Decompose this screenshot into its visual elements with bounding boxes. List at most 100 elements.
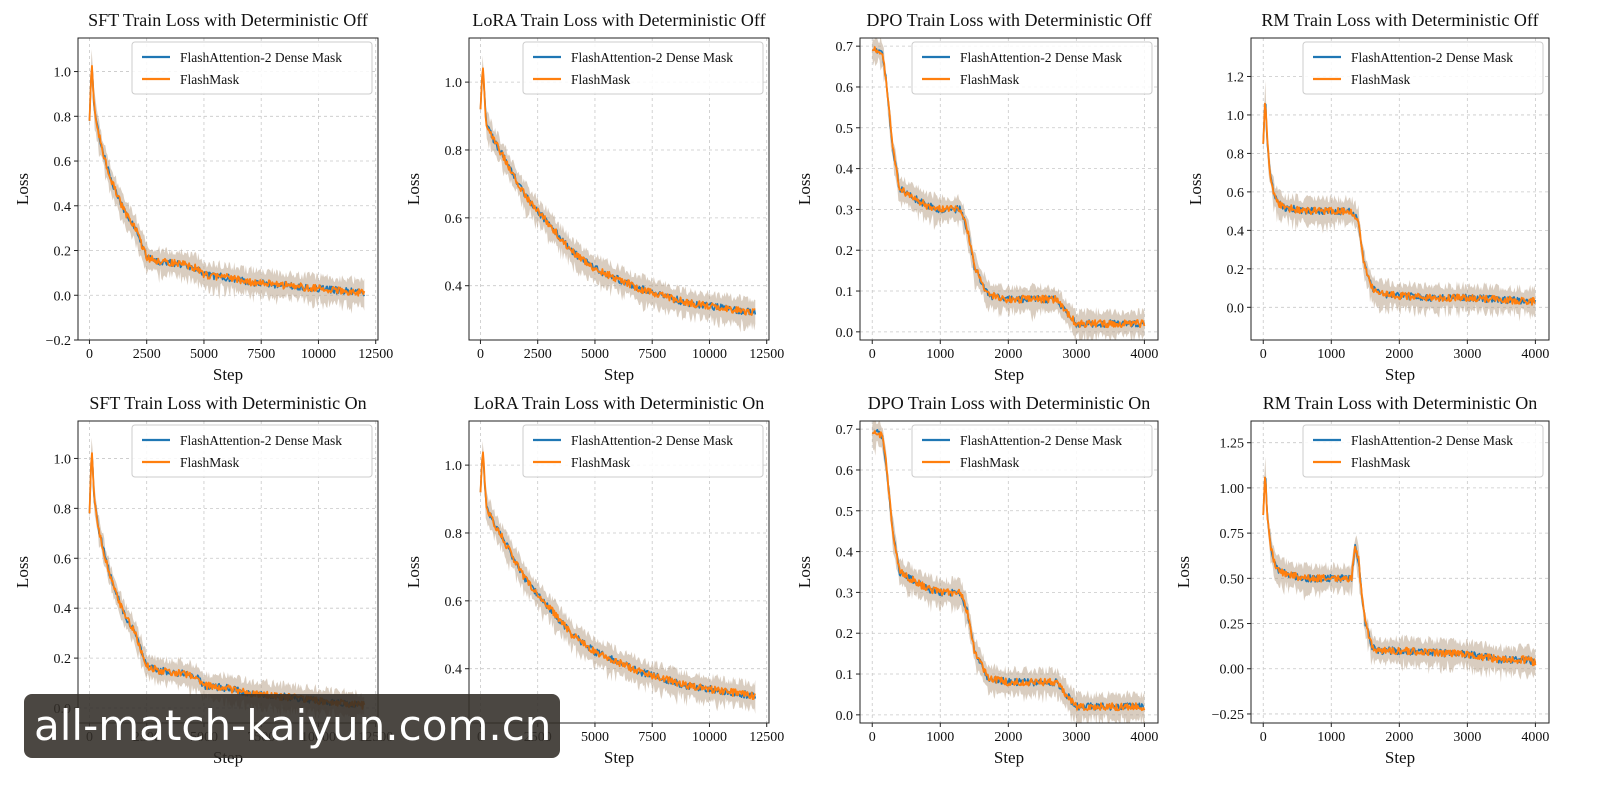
chart-title: SFT Train Loss with Deterministic Off	[88, 10, 368, 30]
legend-box	[1302, 424, 1544, 478]
x-axis-label: Step	[1385, 748, 1415, 767]
y-axis-label: Loss	[13, 173, 32, 205]
chart-panel-1: 0 2500 5000 7500 10000 12500 −0.2 0.0 0.2 0.4 0.6 0…	[13, 10, 393, 384]
y-axis-label: Loss	[795, 556, 814, 588]
chart-title: RM Train Loss with Deterministic On	[1263, 393, 1538, 413]
axes-frame	[77, 37, 379, 341]
x-tick-label: 4000	[1130, 347, 1158, 362]
plot-area	[479, 441, 757, 714]
x-tick-label: 1000	[1317, 347, 1345, 362]
legend-label: FlashMask	[571, 72, 631, 87]
y-tick-label: 0.6	[445, 595, 463, 610]
legend-box	[522, 424, 764, 478]
axes-frame	[468, 420, 770, 724]
chart-title: DPO Train Loss with Deterministic Off	[866, 10, 1151, 30]
y-axis-label: Loss	[1174, 556, 1193, 588]
y-tick-label: 0.4	[445, 280, 463, 295]
y-tick-label: 1.0	[445, 76, 463, 91]
x-tick-label: 5000	[581, 347, 609, 362]
plot-area	[1262, 457, 1537, 683]
y-tick-label: 0.2	[54, 245, 72, 260]
x-tick-label: 4000	[1521, 730, 1549, 745]
chart-title: SFT Train Loss with Deterministic On	[89, 393, 366, 413]
y-tick-label: 0.7	[836, 40, 854, 55]
x-tick-label: 7500	[638, 730, 666, 745]
y-tick-label: 0.1	[836, 285, 854, 300]
y-tick-label: 0.4	[445, 663, 463, 678]
y-tick-label: 0.8	[54, 110, 72, 125]
y-tick-label: 0.6	[836, 464, 854, 479]
chart-panel-4: 0 1000 2000 3000 4000 0.0 0.2 0.4 0.6 0.8 1.0 1.2 RM…	[1186, 10, 1550, 384]
chart-panel-8: 0 1000 2000 3000 4000 −0.25 0.00 0.25 0.50 0.75 1.…	[1174, 393, 1550, 767]
legend-box	[131, 41, 373, 95]
x-axis-label: Step	[994, 748, 1024, 767]
x-tick-label: 5000	[581, 730, 609, 745]
watermark-banner: all-match-kaiyun.com.cn	[24, 694, 560, 758]
y-tick-label: −0.25	[1212, 708, 1244, 723]
chart-panel-7: 0 1000 2000 3000 4000 0.0 0.1 0.2 0.3 0.4 0.5 0.6 0.…	[795, 393, 1159, 767]
plot-area	[479, 55, 757, 333]
legend-label: FlashAttention-2 Dense Mask	[960, 50, 1122, 65]
x-tick-label: 4000	[1130, 730, 1158, 745]
x-tick-label: 10000	[692, 347, 727, 362]
y-tick-label: 0.0	[836, 326, 854, 341]
legend-label: FlashAttention-2 Dense Mask	[180, 433, 342, 448]
series-line-flashmask	[872, 46, 1146, 329]
watermark-text: all-match-kaiyun.com.cn	[34, 701, 552, 750]
y-tick-label: 0.5	[836, 505, 854, 520]
x-tick-label: 12500	[749, 347, 784, 362]
legend-label: FlashMask	[180, 72, 240, 87]
legend-box	[522, 41, 764, 95]
x-axis-label: Step	[604, 748, 634, 767]
y-tick-label: 0.6	[54, 155, 72, 170]
y-tick-label: 0.4	[836, 546, 854, 561]
legend-box	[131, 424, 373, 478]
plot-area	[872, 421, 1146, 723]
y-tick-label: 0.75	[1220, 527, 1245, 542]
noise-band	[89, 437, 365, 722]
y-tick-label: 0.3	[836, 586, 854, 601]
legend-label: FlashMask	[180, 455, 240, 470]
y-tick-label: 1.0	[54, 66, 72, 81]
noise-band	[480, 55, 756, 333]
legend-label: FlashAttention-2 Dense Mask	[1351, 50, 1513, 65]
legend-label: FlashAttention-2 Dense Mask	[960, 433, 1122, 448]
y-tick-label: 0.1	[836, 668, 854, 683]
y-tick-label: 0.7	[836, 423, 854, 438]
x-tick-label: 0	[1260, 730, 1267, 745]
legend-box	[1302, 41, 1544, 95]
y-tick-label: 0.2	[1227, 263, 1245, 278]
x-tick-label: 7500	[247, 347, 275, 362]
y-tick-label: 0.0	[1227, 301, 1245, 316]
x-tick-label: 3000	[1453, 347, 1481, 362]
y-tick-label: −0.2	[46, 334, 71, 349]
x-tick-label: 0	[86, 347, 93, 362]
y-tick-label: 0.4	[54, 602, 72, 617]
x-tick-label: 1000	[926, 347, 954, 362]
y-axis-label: Loss	[795, 173, 814, 205]
x-tick-label: 2500	[524, 347, 552, 362]
chart-title: DPO Train Loss with Deterministic On	[868, 393, 1151, 413]
y-tick-label: 0.50	[1220, 572, 1245, 587]
legend-label: FlashMask	[960, 455, 1020, 470]
y-tick-label: 0.00	[1220, 663, 1245, 678]
y-axis-label: Loss	[404, 556, 423, 588]
y-tick-label: 0.4	[1227, 224, 1245, 239]
y-tick-label: 0.4	[54, 200, 72, 215]
y-tick-label: 0.6	[836, 81, 854, 96]
x-tick-label: 2500	[133, 347, 161, 362]
chart-title: LoRA Train Loss with Deterministic Off	[472, 10, 765, 30]
axes-frame	[468, 37, 770, 341]
x-tick-label: 5000	[190, 347, 218, 362]
legend-label: FlashMask	[1351, 455, 1411, 470]
series-line-flashmask	[1262, 102, 1536, 306]
y-tick-label: 0.3	[836, 203, 854, 218]
chart-panel-3: 0 1000 2000 3000 4000 0.0 0.1 0.2 0.3 0.4 0.5 0.6 0.…	[795, 10, 1159, 384]
x-axis-label: Step	[604, 365, 634, 384]
series-line-flashmask	[88, 452, 366, 710]
x-tick-label: 3000	[1062, 347, 1090, 362]
x-tick-label: 2000	[1385, 347, 1413, 362]
y-tick-label: 1.00	[1220, 482, 1245, 497]
series-line-flashmask	[1262, 476, 1537, 667]
